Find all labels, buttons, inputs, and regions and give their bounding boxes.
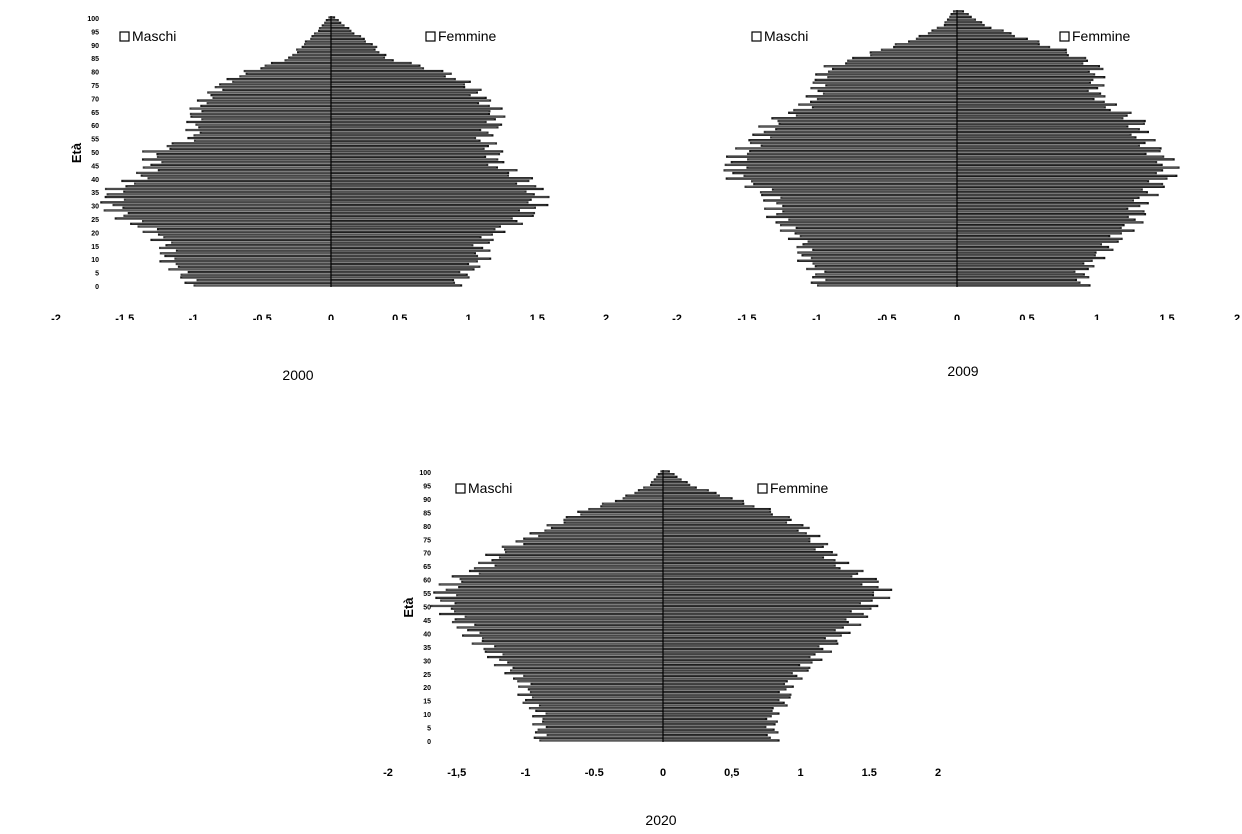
y-axis-title: Età	[401, 597, 416, 618]
x-tick-label: -0.5	[585, 767, 604, 779]
x-tick-label: 2	[935, 767, 941, 779]
pyramid-chart-2000: -2 -1,5 -1 -0,5 0 0,5 1 1,5 2 0 5 10 15 20 25 30 35 40 45 5…	[0, 10, 640, 320]
x-tick-label: 1,5	[530, 313, 545, 320]
y-tick-label: 80	[91, 70, 99, 77]
chart-caption-2000: 2000	[282, 367, 314, 383]
x-tick-label: 0,5	[392, 313, 407, 320]
y-tick-label: 5	[95, 271, 99, 278]
y-tick-label: 45	[423, 618, 431, 625]
legend-label-maschi: Maschi	[468, 480, 512, 496]
pyramid-svg: -2 -1,5 -1 -0.5 0 0,5 1 1.5 20510152025303540455…	[383, 470, 941, 779]
y-tick-label: 25	[91, 217, 99, 224]
y-tick-label: 0	[95, 284, 99, 291]
y-tick-label: 75	[423, 537, 431, 544]
pyramid-bars	[100, 16, 550, 287]
y-tick-label: 25	[423, 672, 431, 679]
y-tick-label: 90	[423, 497, 431, 504]
male-bar	[660, 470, 663, 473]
legend-label-maschi: Maschi	[132, 28, 176, 44]
legend-label-femmine: Femmine	[438, 28, 497, 44]
pyramid-svg: -2 -1,5 -1 -0,5 0 0.5 1 1,5 2 Maschi Femmine	[672, 10, 1240, 320]
legend-swatch-femmine	[1059, 31, 1070, 42]
y-tick-label: 20	[423, 685, 431, 692]
legend-label-femmine: Femmine	[1072, 28, 1131, 44]
chart-caption-2020: 2020	[645, 812, 677, 828]
y-tick-label: 15	[423, 699, 431, 706]
x-tick-label: -1,5	[115, 313, 134, 320]
x-tick-label: 1	[797, 767, 803, 779]
x-tick-label: 2	[603, 313, 609, 320]
y-tick-label: 5	[427, 726, 431, 733]
x-tick-label: 1	[1094, 313, 1100, 320]
y-tick-label: 30	[423, 658, 431, 665]
x-tick-label: 1.5	[862, 767, 877, 779]
y-tick-label: 90	[91, 43, 99, 50]
y-tick-label: 15	[91, 244, 99, 251]
y-tick-label: 20	[91, 230, 99, 237]
pyramid-svg: -2 -1,5 -1 -0,5 0 0,5 1 1,5 20510152025303540455…	[51, 16, 609, 320]
y-tick-label: 100	[419, 470, 431, 477]
y-tick-label: 85	[423, 510, 431, 517]
y-tick-label: 85	[91, 56, 99, 63]
x-tick-label: 0	[328, 313, 334, 320]
pyramid-chart-2020: -2 -1,5 -1 -0.5 0 0,5 1 1.5 2 0 5 10 15 20 25 30 35 40 45 5…	[330, 470, 970, 780]
y-tick-label: 35	[91, 190, 99, 197]
pyramid-bars	[723, 10, 1180, 287]
y-tick-label: 80	[423, 524, 431, 531]
y-tick-label: 30	[91, 204, 99, 211]
x-tick-label: -0,5	[253, 313, 272, 320]
y-tick-label: 40	[423, 631, 431, 638]
legend-swatch-maschi	[119, 31, 130, 42]
y-tick-label: 50	[423, 605, 431, 612]
x-tick-label: -1,5	[447, 767, 466, 779]
y-tick-label: 35	[423, 645, 431, 652]
x-tick-label: 0	[954, 313, 960, 320]
y-tick-label: 95	[423, 483, 431, 490]
y-axis-title: Età	[69, 142, 84, 163]
y-tick-label: 55	[91, 137, 99, 144]
x-tick-label: -0,5	[878, 313, 897, 320]
y-tick-label: 70	[91, 96, 99, 103]
x-tick-label: 2	[1234, 313, 1240, 320]
x-tick-label: 1	[465, 313, 471, 320]
legend-label-maschi: Maschi	[764, 28, 808, 44]
y-tick-label: 40	[91, 177, 99, 184]
y-tick-label: 70	[423, 551, 431, 558]
x-tick-label: -1	[189, 313, 199, 320]
y-tick-label: 50	[91, 150, 99, 157]
x-tick-label: -1	[812, 313, 822, 320]
y-tick-label: 10	[423, 712, 431, 719]
legend-swatch-femmine	[757, 483, 768, 494]
x-tick-label: -1	[521, 767, 531, 779]
y-tick-label: 55	[423, 591, 431, 598]
x-tick-label: -1,5	[738, 313, 757, 320]
y-tick-label: 10	[91, 257, 99, 264]
x-tick-label: -2	[51, 313, 61, 320]
x-tick-label: -2	[383, 767, 393, 779]
x-tick-label: 0,5	[724, 767, 739, 779]
chart-caption-2009: 2009	[947, 363, 979, 379]
y-tick-label: 65	[91, 110, 99, 117]
y-tick-label: 65	[423, 564, 431, 571]
y-tick-label: 60	[423, 578, 431, 585]
legend-swatch-maschi	[751, 31, 762, 42]
legend-swatch-femmine	[425, 31, 436, 42]
legend-swatch-maschi	[455, 483, 466, 494]
y-tick-label: 100	[87, 16, 99, 23]
x-tick-label: 1,5	[1159, 313, 1174, 320]
y-tick-label: 75	[91, 83, 99, 90]
pyramid-chart-2009: -2 -1,5 -1 -0,5 0 0.5 1 1,5 2 Maschi Femmine	[616, 10, 1242, 320]
x-tick-label: 0.5	[1019, 313, 1034, 320]
x-tick-label: 0	[660, 767, 666, 779]
male-bar	[328, 16, 331, 19]
pyramid-bars	[430, 470, 893, 742]
x-tick-label: -2	[672, 313, 682, 320]
y-tick-label: 45	[91, 163, 99, 170]
y-tick-label: 60	[91, 123, 99, 130]
y-tick-label: 0	[427, 739, 431, 746]
y-tick-label: 95	[91, 29, 99, 36]
legend-label-femmine: Femmine	[770, 480, 829, 496]
